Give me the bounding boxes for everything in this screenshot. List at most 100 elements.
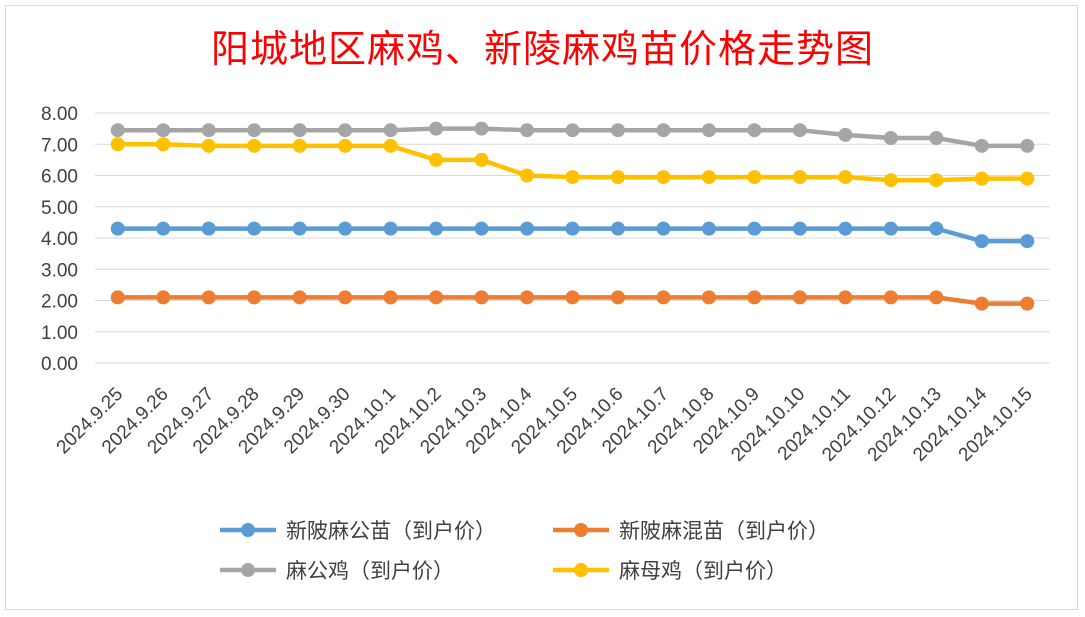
data-point	[338, 221, 353, 236]
data-point	[156, 137, 171, 152]
data-point	[520, 290, 535, 305]
data-point	[792, 290, 807, 305]
series-1	[110, 221, 1035, 249]
y-tick-label: 8.00	[41, 104, 78, 125]
legend-marker	[574, 563, 588, 577]
data-point	[929, 290, 944, 305]
data-point	[610, 221, 625, 236]
data-point	[474, 290, 489, 305]
data-point	[110, 221, 125, 236]
legend: 新陂麻公苗（到户价） 新陂麻混苗（到户价） 麻公鸡（到户价） 麻母鸡（到户价）	[220, 519, 829, 583]
legend-marker	[241, 523, 255, 537]
data-point	[929, 173, 944, 188]
legend-item: 新陂麻公苗（到户价）	[220, 519, 496, 543]
data-point	[156, 221, 171, 236]
data-point	[974, 138, 989, 153]
data-point	[565, 221, 580, 236]
y-tick-label: 7.00	[41, 135, 78, 156]
data-point	[201, 138, 216, 153]
data-point	[1020, 138, 1035, 153]
data-point	[110, 123, 125, 138]
data-point	[792, 170, 807, 185]
data-point	[610, 123, 625, 138]
data-point	[520, 221, 535, 236]
data-point	[247, 290, 262, 305]
data-point	[929, 131, 944, 145]
data-point	[701, 290, 716, 305]
y-tick-label: 3.00	[41, 260, 78, 281]
data-point	[747, 170, 762, 185]
data-point	[201, 290, 216, 305]
data-point	[383, 138, 398, 153]
data-point	[974, 296, 989, 311]
legend-item: 新陂麻混苗（到户价）	[553, 519, 829, 543]
legend-item: 麻母鸡（到户价）	[553, 559, 787, 583]
data-point	[883, 221, 898, 236]
data-point	[383, 221, 398, 236]
data-point	[838, 170, 853, 185]
data-point	[929, 221, 944, 236]
data-point	[520, 123, 535, 138]
data-point	[383, 123, 398, 138]
data-point	[610, 170, 625, 185]
series-4	[110, 137, 1035, 188]
data-point	[792, 123, 807, 138]
data-point	[156, 290, 171, 305]
data-point	[520, 168, 535, 183]
data-point	[338, 290, 353, 305]
data-point	[656, 221, 671, 236]
data-point	[838, 127, 853, 142]
data-point	[429, 152, 444, 167]
data-point	[792, 221, 807, 236]
legend-marker	[574, 523, 588, 537]
y-tick-label: 6.00	[41, 167, 78, 188]
data-point	[747, 290, 762, 305]
data-point	[701, 221, 716, 236]
data-point	[110, 290, 125, 305]
data-point	[1020, 296, 1035, 311]
y-tick-label: 4.00	[41, 229, 78, 250]
data-point	[247, 221, 262, 236]
y-axis-tick-labels: 0.00 1.00 2.00 3.00 4.00 5.00 6.00 7.00 8.00	[41, 104, 78, 375]
data-point	[429, 290, 444, 305]
data-point	[247, 138, 262, 153]
y-tick-label: 1.00	[41, 323, 78, 344]
data-point	[338, 138, 353, 153]
series-lines	[110, 121, 1035, 311]
data-point	[247, 123, 262, 138]
series-2	[110, 290, 1035, 311]
data-point	[838, 290, 853, 305]
data-point	[292, 221, 307, 236]
data-point	[156, 123, 171, 138]
data-point	[110, 137, 125, 152]
data-point	[701, 123, 716, 138]
chart-title: 阳城地区麻鸡、新陵麻鸡苗价格走势图	[210, 27, 874, 71]
data-point	[883, 131, 898, 145]
y-tick-label: 5.00	[41, 198, 78, 219]
data-point	[383, 290, 398, 305]
data-point	[474, 221, 489, 236]
data-point	[565, 123, 580, 138]
legend-label: 麻公鸡（到户价）	[286, 559, 454, 583]
legend-marker	[241, 563, 255, 577]
data-point	[474, 121, 489, 136]
data-point	[565, 290, 580, 305]
data-point	[656, 290, 671, 305]
data-point	[974, 171, 989, 186]
legend-item: 麻公鸡（到户价）	[220, 559, 454, 583]
legend-label: 新陂麻混苗（到户价）	[619, 519, 829, 543]
data-point	[292, 290, 307, 305]
data-point	[747, 221, 762, 236]
data-point	[292, 138, 307, 153]
grid-lines	[95, 112, 1050, 364]
series-3	[110, 121, 1035, 153]
data-point	[1020, 234, 1035, 249]
data-point	[838, 221, 853, 236]
data-point	[1020, 171, 1035, 186]
data-point	[565, 170, 580, 185]
chart-frame	[5, 5, 1078, 610]
y-tick-label: 0.00	[41, 354, 78, 375]
data-point	[474, 152, 489, 167]
data-point	[201, 221, 216, 236]
